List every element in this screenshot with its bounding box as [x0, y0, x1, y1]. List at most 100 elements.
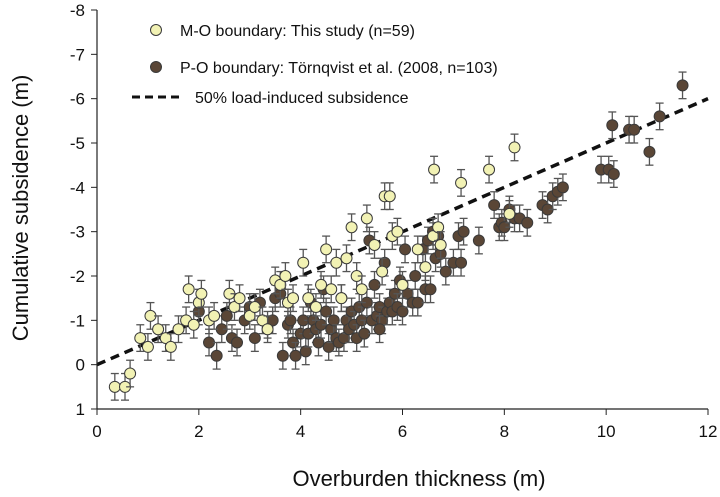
mo-boundary-point — [396, 278, 409, 291]
po-boundary-point — [676, 79, 689, 92]
mo-boundary-point — [391, 225, 404, 238]
po-boundary-point — [320, 305, 333, 318]
x-axis-ticks: 0 2 4 6 8 10 12 — [92, 409, 717, 441]
y-tick-label: -2 — [70, 267, 85, 286]
po-boundary-point — [457, 225, 470, 238]
mo-boundary-point — [279, 270, 292, 282]
mo-boundary-point — [340, 252, 353, 265]
mo-boundary-point — [508, 141, 521, 154]
po-boundary-point — [472, 234, 485, 247]
po-boundary-point — [248, 332, 261, 345]
mo-boundary-point — [182, 283, 195, 296]
legend: M-O boundary: This study (n=59) P-O boun… — [132, 23, 498, 107]
y-tick-label: 0 — [76, 356, 85, 375]
x-tick-label: 0 — [92, 422, 101, 441]
legend-label-po: P-O boundary: Törnqvist et al. (2008, n=… — [180, 60, 498, 77]
x-tick-label: 10 — [597, 422, 616, 441]
mo-boundary-point — [134, 332, 147, 345]
po-boundary-point — [455, 256, 468, 269]
mo-boundary-point — [320, 243, 333, 256]
po-boundary-point — [327, 314, 340, 327]
mo-boundary-point — [335, 292, 348, 305]
legend-marker-po — [150, 61, 162, 73]
mo-boundary-point — [315, 278, 328, 291]
po-boundary-point — [231, 336, 244, 349]
y-axis-ticks: -8 -7 -6 -5 -4 -3 -2 -1 0 1 — [70, 1, 97, 419]
po-boundary-point — [299, 345, 312, 358]
legend-label-mo: M-O boundary: This study (n=59) — [180, 23, 415, 40]
po-boundary-point — [276, 349, 289, 362]
legend-marker-mo — [150, 24, 162, 36]
y-axis-title: Cumulative subsidence (m) — [8, 75, 33, 342]
mo-boundary-point — [455, 176, 468, 189]
mo-boundary-point — [152, 323, 165, 336]
mo-boundary-point — [297, 256, 310, 269]
mo-boundary-point — [411, 243, 424, 256]
legend-label-line: 50% load-induced subsidence — [195, 90, 409, 107]
po-boundary-point — [488, 199, 501, 212]
mo-boundary-point — [302, 292, 315, 305]
mo-boundary-point — [428, 163, 441, 176]
mo-boundary-point — [383, 190, 396, 203]
mo-boundary-point — [432, 221, 445, 234]
y-tick-label: -7 — [70, 45, 85, 64]
x-tick-label: 2 — [194, 422, 203, 441]
mo-boundary-point — [503, 207, 516, 220]
mo-boundary-point — [434, 238, 447, 251]
mo-boundary-point — [233, 292, 246, 305]
y-tick-label: -1 — [70, 311, 85, 330]
mo-boundary-point — [309, 301, 322, 314]
mo-boundary-point — [108, 380, 121, 393]
y-tick-label: -5 — [70, 134, 85, 153]
po-boundary-point — [220, 309, 233, 322]
mo-boundary-point — [195, 287, 208, 300]
mo-boundary-point — [124, 367, 137, 380]
y-tick-label: -6 — [70, 90, 85, 109]
po-boundary-point — [373, 323, 386, 336]
po-boundary-point — [312, 336, 325, 349]
y-tick-label: 1 — [76, 400, 85, 419]
mo-boundary-point — [368, 238, 381, 251]
mo-boundary-point — [419, 261, 432, 274]
mo-boundary-point — [355, 283, 368, 296]
po-boundary-point — [628, 123, 641, 136]
mo-boundary-point — [164, 340, 177, 353]
po-boundary-point — [606, 119, 619, 132]
mo-boundary-point — [187, 318, 200, 331]
x-tick-label: 8 — [500, 422, 509, 441]
x-tick-label: 4 — [296, 422, 305, 441]
mo-boundary-point — [483, 163, 496, 176]
mo-boundary-point — [345, 221, 358, 234]
po-boundary-point — [210, 349, 223, 362]
po-boundary-point — [409, 270, 422, 282]
po-boundary-point — [653, 110, 666, 123]
mo-boundary-point — [376, 265, 389, 278]
po-boundary-point — [424, 283, 437, 296]
mo-boundary-point — [141, 340, 154, 353]
po-boundary-point — [396, 305, 409, 318]
po-boundary-point — [284, 314, 297, 327]
mo-boundary-point — [325, 283, 338, 296]
mo-boundary-point — [330, 256, 343, 269]
po-boundary-point — [556, 181, 569, 194]
x-tick-label: 12 — [699, 422, 718, 441]
y-tick-label: -3 — [70, 223, 85, 242]
mo-boundary-point — [172, 323, 185, 336]
x-axis-title: Overburden thickness (m) — [292, 466, 545, 491]
mo-boundary-group — [108, 133, 521, 401]
po-boundary-point — [643, 145, 656, 158]
po-boundary-point — [521, 216, 534, 229]
mo-boundary-point — [261, 323, 274, 336]
plot-area — [96, 71, 709, 401]
mo-boundary-point — [208, 309, 221, 322]
po-boundary-point — [289, 349, 302, 362]
y-tick-label: -8 — [70, 1, 85, 20]
x-tick-label: 6 — [398, 422, 407, 441]
po-boundary-point — [607, 168, 620, 181]
mo-boundary-point — [287, 292, 300, 305]
po-boundary-point — [322, 340, 335, 353]
po-boundary-point — [399, 243, 412, 256]
po-boundary-point — [439, 265, 452, 278]
y-tick-label: -4 — [70, 178, 85, 197]
